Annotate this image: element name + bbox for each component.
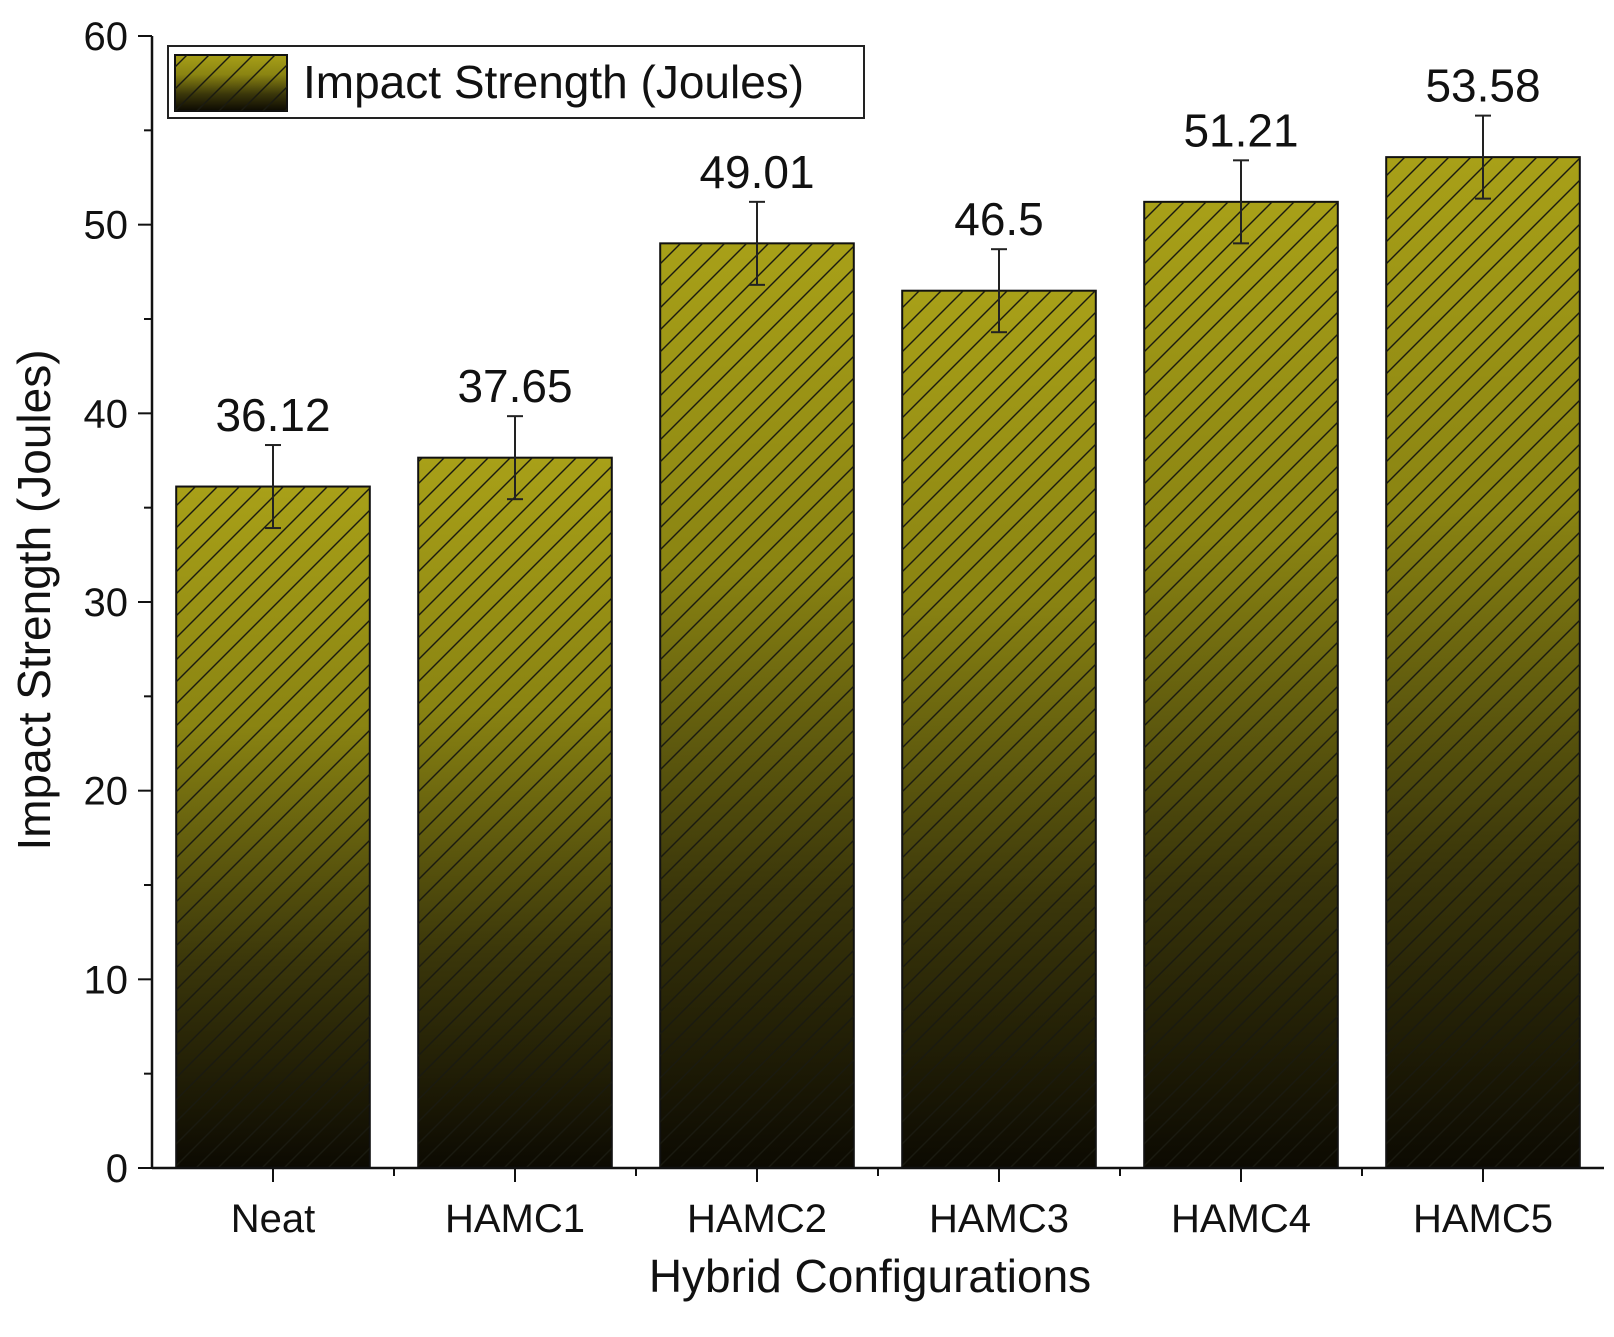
bars-layer [175,156,1581,1170]
bar-hatch-hamc3 [902,290,1096,1168]
error-bar-hamc5 [1475,114,1491,200]
x-tick-label-neat: Neat [231,1197,316,1241]
error-bars-layer [265,114,1491,530]
data-label-hamc1: 37.65 [457,360,572,412]
legend-swatch-hatch [175,55,287,111]
data-labels-layer: 36.12 37.65 49.01 46.5 51.21 53.58 [215,60,1540,441]
x-tick-label-hamc2: HAMC2 [687,1197,827,1241]
y-tick-label-30: 30 [84,581,129,625]
y-tick-label-60: 60 [84,15,129,59]
axes-layer: Neat HAMC1 HAMC2 HAMC3 HAMC4 HAMC5 0 10 20 30 40 50… [84,15,1604,1241]
bar-hatch-hamc1 [418,457,612,1168]
data-label-hamc4: 51.21 [1183,104,1298,156]
bar-hatch-neat [176,486,370,1168]
data-label-hamc2: 49.01 [699,146,814,198]
legend: Impact Strength (Joules) [167,45,865,119]
bar-hatch-hamc5 [1386,157,1580,1168]
x-axis-title: Hybrid Configurations [649,1250,1091,1302]
error-bar-hamc2 [749,200,765,286]
error-bar-hamc4 [1233,159,1249,245]
data-label-hamc3: 46.5 [954,193,1044,245]
x-tick-label-hamc3: HAMC3 [929,1197,1069,1241]
x-tick-label-hamc5: HAMC5 [1413,1197,1553,1241]
y-tick-label-0: 0 [106,1147,128,1191]
y-tick-label-50: 50 [84,204,129,248]
bar-hatch-hamc2 [660,243,854,1168]
data-label-hamc5: 53.58 [1425,60,1540,112]
error-bar-hamc3 [991,248,1007,334]
y-tick-label-40: 40 [84,392,129,436]
y-tick-label-10: 10 [84,958,129,1002]
legend-label: Impact Strength (Joules) [303,56,804,108]
bar-hatch-hamc4 [1144,201,1338,1168]
data-label-neat: 36.12 [215,389,330,441]
error-bar-neat [265,444,281,530]
y-tick-label-20: 20 [84,770,129,814]
x-tick-label-hamc4: HAMC4 [1171,1197,1311,1241]
error-bar-hamc1 [507,415,523,501]
y-axis-title: Impact Strength (Joules) [8,349,60,850]
x-tick-label-hamc1: HAMC1 [445,1197,585,1241]
